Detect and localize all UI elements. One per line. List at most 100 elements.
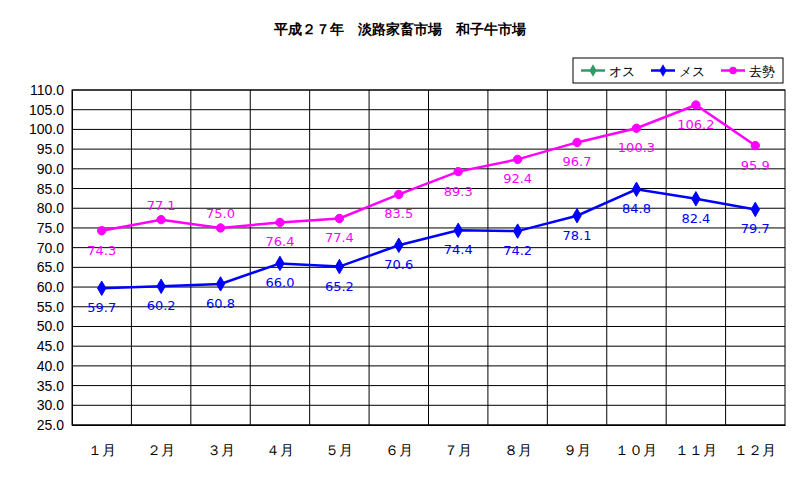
data-label: 74.2 (503, 243, 532, 258)
x-tick: ９月 (563, 425, 591, 458)
data-label: 83.5 (384, 206, 413, 221)
series-marker (395, 190, 403, 198)
data-label: 66.0 (265, 275, 294, 290)
x-tick-label: ５月 (325, 442, 353, 458)
series-marker (632, 124, 640, 132)
data-label: 60.8 (206, 296, 235, 311)
series-marker (692, 101, 700, 109)
data-label: 74.3 (87, 243, 116, 258)
x-tick: ８月 (504, 425, 532, 458)
grid-line-x (666, 90, 667, 425)
y-tick-label: 95.0 (37, 141, 64, 157)
y-tick: 95.0 (37, 141, 72, 157)
y-tick: 35.0 (37, 378, 72, 394)
data-label: 79.7 (741, 221, 770, 236)
series-marker (216, 277, 224, 291)
grid (72, 90, 785, 425)
grid-line-x (369, 90, 370, 425)
series-marker (276, 218, 284, 226)
grid-line-x (606, 90, 607, 425)
y-tick-label: 100.0 (29, 121, 64, 137)
x-tick-label: ３月 (207, 442, 235, 458)
x-tick: １０月 (615, 425, 657, 458)
legend-label: メス (679, 64, 705, 79)
y-tick-label: 55.0 (37, 299, 64, 315)
series-marker (454, 167, 462, 175)
data-label: 95.9 (741, 158, 770, 173)
series-marker (751, 141, 759, 149)
y-tick-label: 75.0 (37, 220, 64, 236)
y-tick: 80.0 (37, 200, 72, 216)
grid-line-x (190, 90, 191, 425)
grid-line-x (309, 90, 310, 425)
legend-marker (589, 64, 596, 76)
legend: オスメス去勢 (573, 58, 783, 83)
series-marker (276, 256, 284, 270)
series-marker (692, 192, 700, 206)
y-tick-label: 70.0 (37, 240, 64, 256)
x-tick: ２月 (147, 425, 175, 458)
grid-line-x (428, 90, 429, 425)
data-label: 84.8 (622, 201, 651, 216)
grid-line-x (131, 90, 132, 425)
y-tick: 30.0 (37, 397, 72, 413)
y-tick: 90.0 (37, 161, 72, 177)
data-label: 78.1 (563, 228, 592, 243)
plot-frame (72, 90, 785, 425)
grid-line-x (487, 90, 488, 425)
y-tick-label: 110.0 (30, 82, 64, 98)
x-tick: ６月 (385, 425, 413, 458)
data-label: 76.4 (265, 234, 294, 249)
y-tick: 55.0 (37, 299, 72, 315)
data-labels: 59.760.260.866.065.270.674.474.278.184.8… (87, 117, 770, 315)
y-tick: 110.0 (30, 82, 72, 98)
y-tick-label: 60.0 (37, 279, 64, 295)
y-tick: 75.0 (37, 220, 72, 236)
y-tick: 85.0 (37, 181, 72, 197)
y-tick: 45.0 (37, 338, 72, 354)
chart: 平成２７年 淡路家畜市場 和子牛市場25.030.035.040.045.050… (0, 0, 800, 482)
y-tick-label: 90.0 (37, 161, 64, 177)
y-tick: 50.0 (37, 318, 72, 334)
data-label: 60.2 (147, 298, 176, 313)
y-tick: 40.0 (37, 358, 72, 374)
legend-marker (729, 67, 737, 75)
grid-line-x (547, 90, 548, 425)
x-tick-label: １０月 (615, 442, 657, 458)
series-marker (335, 214, 343, 222)
data-label: 77.4 (325, 230, 354, 245)
x-tick-label: ７月 (444, 442, 472, 458)
title: 平成２７年 淡路家畜市場 和子牛市場 (273, 21, 526, 37)
data-label: 92.4 (503, 171, 532, 186)
data-label: 106.2 (677, 117, 714, 132)
y-tick: 100.0 (29, 121, 72, 137)
legend-marker (659, 64, 666, 76)
y-tick-label: 80.0 (37, 200, 64, 216)
y-tick-label: 85.0 (37, 181, 64, 197)
series-marker (751, 202, 759, 216)
series-marker (216, 224, 224, 232)
x-tick: ５月 (325, 425, 353, 458)
data-label: 96.7 (563, 154, 592, 169)
series-marker (395, 238, 403, 252)
x-tick: ７月 (444, 425, 472, 458)
series-marker (98, 227, 106, 235)
x-tick-label: １月 (88, 442, 116, 458)
series-marker (98, 281, 106, 295)
data-label: 82.4 (681, 211, 710, 226)
series-line (102, 105, 756, 231)
data-label: 77.1 (147, 198, 176, 213)
series-marker (573, 209, 581, 223)
y-tick-label: 50.0 (37, 318, 64, 334)
y-tick: 65.0 (37, 259, 72, 275)
x-tick-label: ６月 (385, 442, 413, 458)
grid-line-x (250, 90, 251, 425)
x-tick-label: ４月 (266, 442, 294, 458)
x-axis: １月２月３月４月５月６月７月８月９月１０月１１月１２月 (73, 425, 786, 458)
x-tick-label: ９月 (563, 442, 591, 458)
data-label: 65.2 (325, 279, 354, 294)
x-tick-label: ２月 (147, 442, 175, 458)
data-label: 74.4 (444, 242, 473, 257)
data-label: 89.3 (444, 184, 473, 199)
x-tick: １２月 (734, 425, 776, 458)
